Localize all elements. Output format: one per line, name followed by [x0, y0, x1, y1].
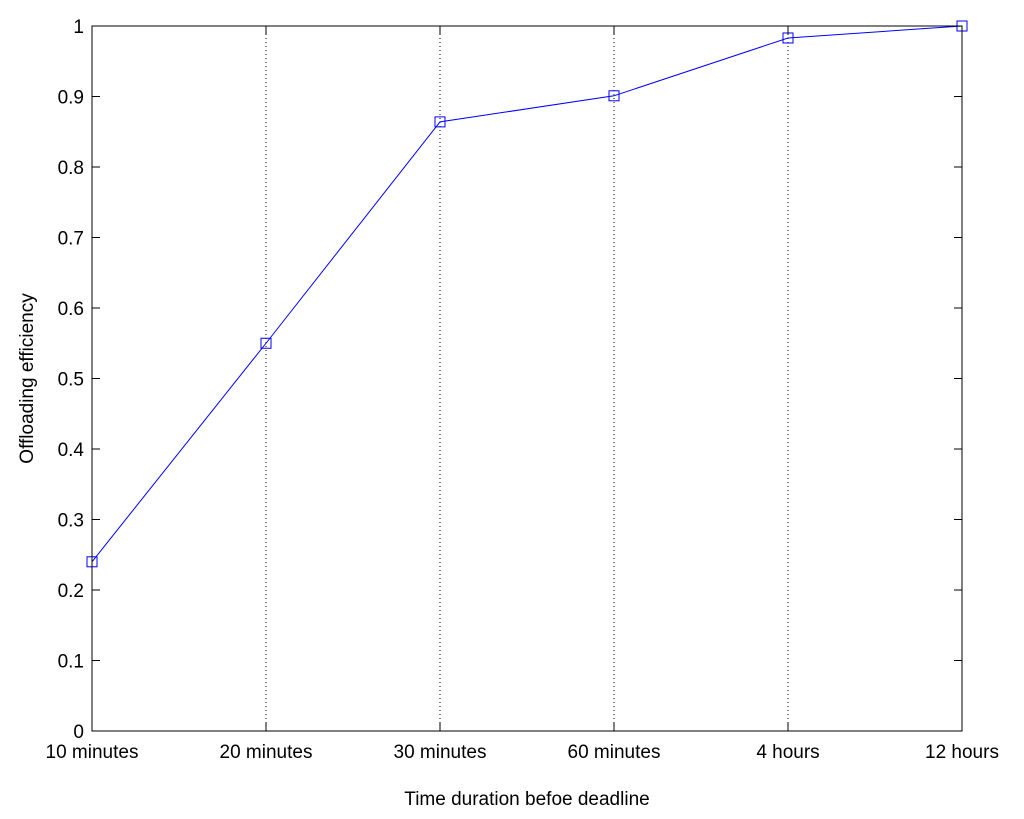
x-tick-labels: 10 minutes 20 minutes 30 minutes 60 minutes…	[46, 742, 999, 763]
y-tick-label: 0.5	[58, 370, 84, 391]
y-tick-label: 1	[73, 17, 84, 38]
series-group	[86, 20, 968, 568]
grid-lines	[265, 26, 789, 731]
y-tick-label: 0.8	[58, 158, 84, 179]
series-line	[91, 25, 963, 563]
y-tick-label: 0	[73, 722, 84, 743]
plot-frame	[91, 25, 963, 732]
x-tick-label: 4 hours	[756, 742, 819, 763]
y-tick-label: 0.2	[58, 581, 84, 602]
data-point-marker	[434, 116, 446, 128]
axis-ticks	[91, 25, 963, 732]
y-tick-label: 0.3	[58, 511, 84, 532]
x-tick-label: 60 minutes	[568, 742, 661, 763]
y-tick-labels: 0 0.1 0.2 0.3 0.4 0.5 0.6 0.7 0.8 0.9 1	[58, 17, 85, 743]
x-tick-label: 12 hours	[925, 742, 999, 763]
y-tick-label: 0.9	[58, 88, 84, 109]
y-tick-label: 0.7	[58, 229, 84, 250]
y-axis-title: Offloading efficiency	[17, 293, 38, 464]
y-tick-label: 0.6	[58, 299, 84, 320]
x-tick-label: 30 minutes	[394, 742, 487, 763]
y-tick-label: 0.4	[58, 440, 85, 461]
data-point-marker	[260, 337, 272, 349]
x-tick-label: 20 minutes	[220, 742, 313, 763]
data-point-marker	[608, 90, 620, 102]
y-tick-label: 0.1	[58, 652, 84, 673]
x-tick-label: 10 minutes	[46, 742, 139, 763]
x-axis-title: Time duration befoe deadline	[404, 789, 649, 810]
